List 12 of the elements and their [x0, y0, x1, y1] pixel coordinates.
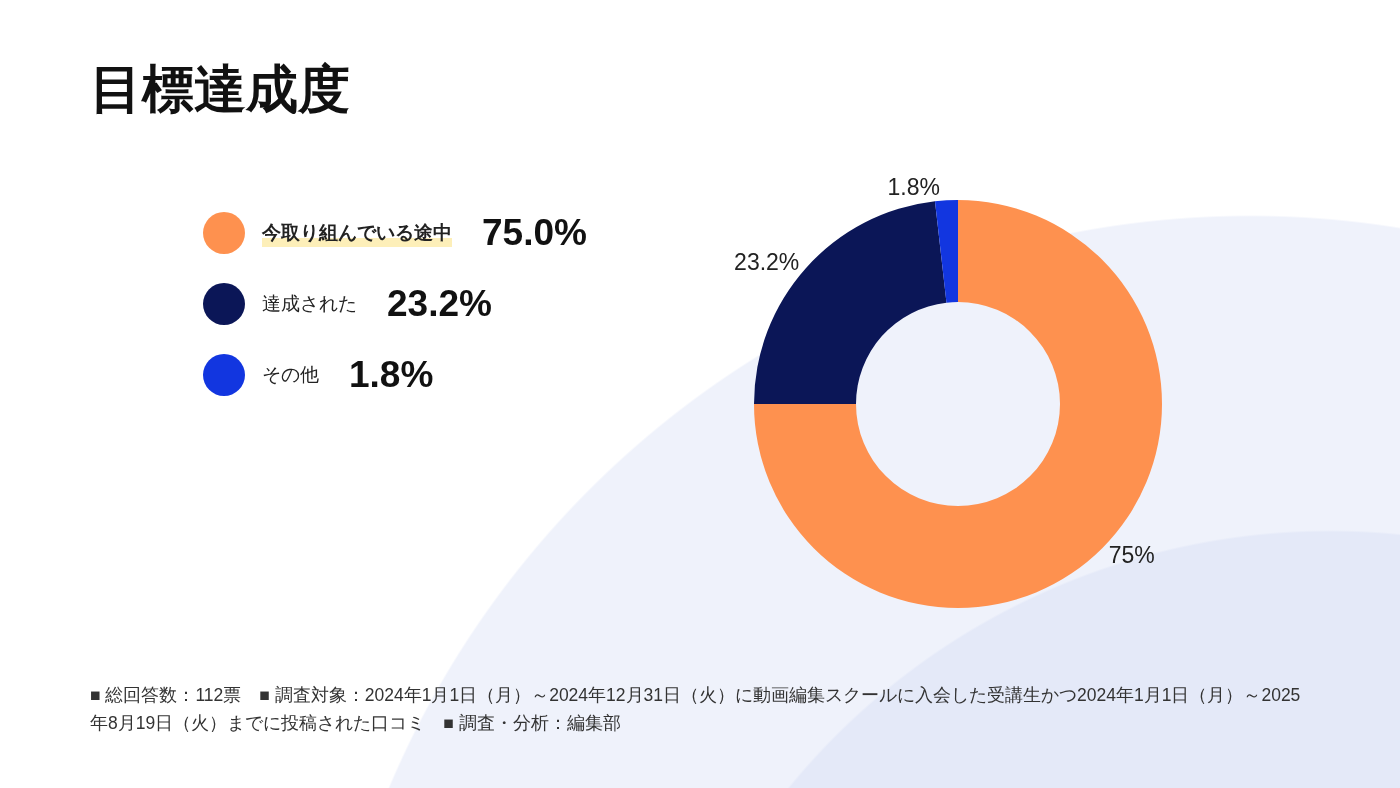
- data-label: 23.2%: [734, 249, 800, 276]
- legend-label: 達成された: [262, 293, 357, 314]
- legend-label: 今取り組んでいる途中: [262, 222, 452, 243]
- text: ■ 総回答数：112票 ■ 調査対象：2024年1月1日（月）～2024年12月31日（火）に動画編集スクールに入会した受講生かつ2024年1月1日（月）～2025年8月19日（火）までに投稿された口コミ ■ 調査・分析：編集部: [90, 684, 1302, 735]
- chart-title: 目標達成度: [90, 59, 350, 120]
- legend-label: その他: [262, 364, 319, 385]
- text: 23.2%: [387, 283, 492, 325]
- donut-slice: [934, 200, 958, 303]
- data-label: 75%: [1108, 541, 1155, 568]
- text: 1.8%: [349, 354, 434, 396]
- data-label: 1.8%: [887, 174, 940, 201]
- text: 75.0%: [482, 212, 587, 254]
